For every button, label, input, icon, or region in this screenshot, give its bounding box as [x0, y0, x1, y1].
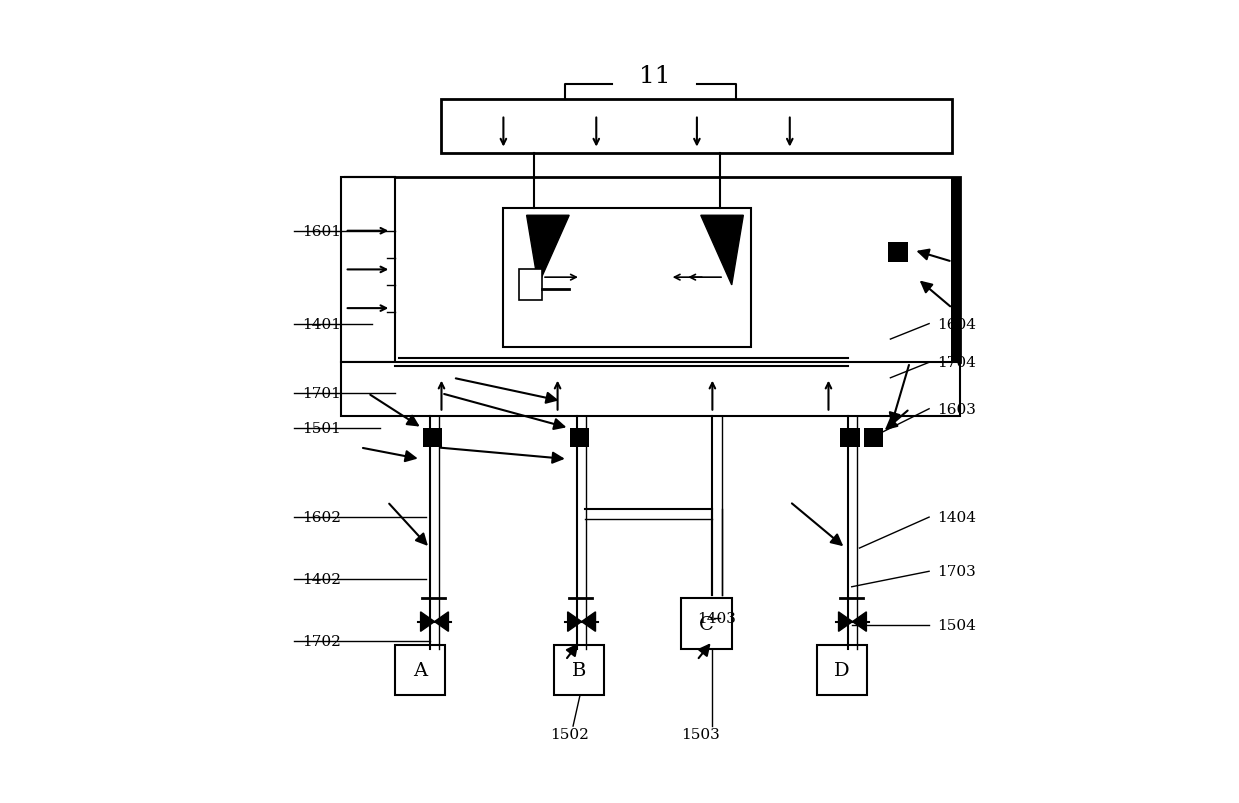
- Bar: [840, 429, 860, 448]
- Bar: [341, 177, 395, 363]
- Text: 11: 11: [638, 65, 670, 88]
- Text: 1701: 1701: [302, 387, 341, 401]
- Polygon shape: [581, 612, 596, 631]
- Text: 1504: 1504: [937, 618, 976, 633]
- Text: D: D: [834, 661, 850, 679]
- Bar: [395, 645, 445, 695]
- Text: 1403: 1403: [696, 611, 736, 625]
- Text: 1602: 1602: [302, 511, 341, 524]
- Text: 1402: 1402: [302, 573, 341, 586]
- Bar: [817, 645, 867, 695]
- Text: 1703: 1703: [937, 565, 975, 578]
- Text: 1601: 1601: [302, 225, 341, 238]
- Polygon shape: [420, 612, 435, 631]
- Bar: [519, 270, 543, 301]
- Text: 1603: 1603: [937, 402, 976, 416]
- Text: B: B: [571, 661, 586, 679]
- Text: 1404: 1404: [937, 511, 976, 524]
- Text: 1503: 1503: [681, 727, 720, 741]
- Text: C: C: [699, 615, 714, 633]
- Polygon shape: [567, 612, 581, 631]
- Polygon shape: [839, 612, 852, 631]
- Bar: [681, 598, 732, 649]
- Text: 1501: 1501: [302, 422, 341, 435]
- Bar: [570, 429, 589, 448]
- Text: A: A: [413, 661, 427, 679]
- Text: 1401: 1401: [302, 317, 341, 331]
- Bar: [888, 243, 908, 263]
- Text: 1604: 1604: [937, 317, 976, 331]
- Text: 1704: 1704: [937, 356, 976, 370]
- Polygon shape: [527, 216, 569, 286]
- Text: 1502: 1502: [550, 727, 589, 741]
- Polygon shape: [435, 612, 449, 631]
- Polygon shape: [701, 216, 743, 286]
- Bar: [441, 100, 953, 154]
- Text: 1702: 1702: [302, 634, 341, 648]
- Bar: [422, 429, 442, 448]
- Bar: [341, 177, 960, 363]
- Bar: [864, 429, 883, 448]
- Bar: [503, 208, 751, 348]
- Bar: [341, 363, 960, 417]
- Bar: [554, 645, 605, 695]
- Polygon shape: [852, 612, 866, 631]
- Bar: [950, 177, 960, 363]
